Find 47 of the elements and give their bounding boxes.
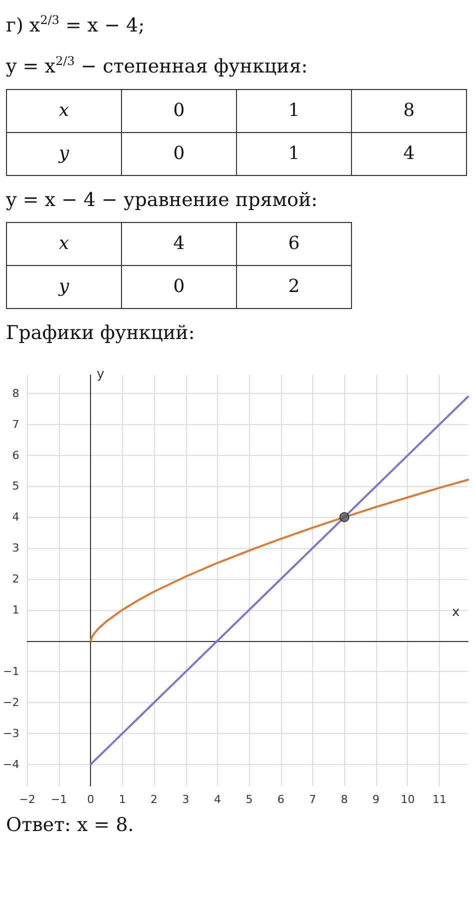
y-tick-label: 6: [12, 448, 20, 462]
y-tick-label: −1: [2, 664, 20, 678]
text: y = x$^{2/3}$ − степенная функция:: [6, 53, 309, 80]
x-tick-label: 3: [182, 792, 190, 806]
x-tick-label: 0: [87, 792, 94, 806]
text: y = x − 4 − уравнение прямой:: [6, 188, 319, 213]
text: 0: [122, 265, 236, 308]
x-tick-label: −1: [50, 792, 68, 806]
x-tick-label: 11: [432, 792, 446, 806]
line-series: [90, 478, 469, 642]
y-tick-label: −4: [2, 758, 20, 771]
x-axis-title: x: [452, 604, 460, 620]
y-tick-label: 4: [12, 510, 20, 524]
text: 1: [236, 89, 352, 132]
text: y: [6, 132, 122, 176]
x-tick-label: 2: [150, 792, 158, 806]
x-tick-label: 4: [214, 792, 221, 806]
text: 8: [352, 89, 466, 132]
x-tick-label: 5: [246, 792, 253, 806]
text: x: [6, 89, 122, 132]
x-tick-label: 7: [309, 792, 316, 806]
y-axis-title: y: [96, 366, 105, 382]
y-tick-label: −2: [2, 696, 20, 709]
y-tick-label: 8: [12, 386, 20, 400]
y-tick-label: 5: [12, 479, 20, 492]
x-tick-label: 10: [400, 792, 415, 806]
y-tick-label: 2: [12, 572, 20, 586]
text: 6: [236, 222, 352, 266]
y-tick-label: −3: [2, 726, 20, 740]
y-tick-label: 1: [12, 603, 20, 616]
text: 1: [236, 132, 352, 176]
text: 0: [122, 89, 236, 132]
text: Ответ: x = 8.: [6, 812, 135, 838]
text: 4: [122, 222, 236, 266]
text: x: [6, 222, 122, 266]
x-tick-label: 1: [118, 792, 126, 806]
text: г) x$^{2/3}$ = x − 4;: [6, 12, 146, 38]
text: Графики функций:: [6, 320, 196, 346]
text: 0: [122, 132, 236, 176]
y-tick-label: 7: [12, 418, 20, 431]
x-tick-label: 6: [277, 792, 284, 806]
y-tick-label: 3: [12, 541, 20, 554]
x-tick-label: 8: [340, 792, 348, 806]
x-tick-label: 9: [372, 792, 380, 806]
text: 4: [352, 132, 466, 176]
text: y: [6, 265, 122, 308]
text: 2: [236, 265, 352, 308]
